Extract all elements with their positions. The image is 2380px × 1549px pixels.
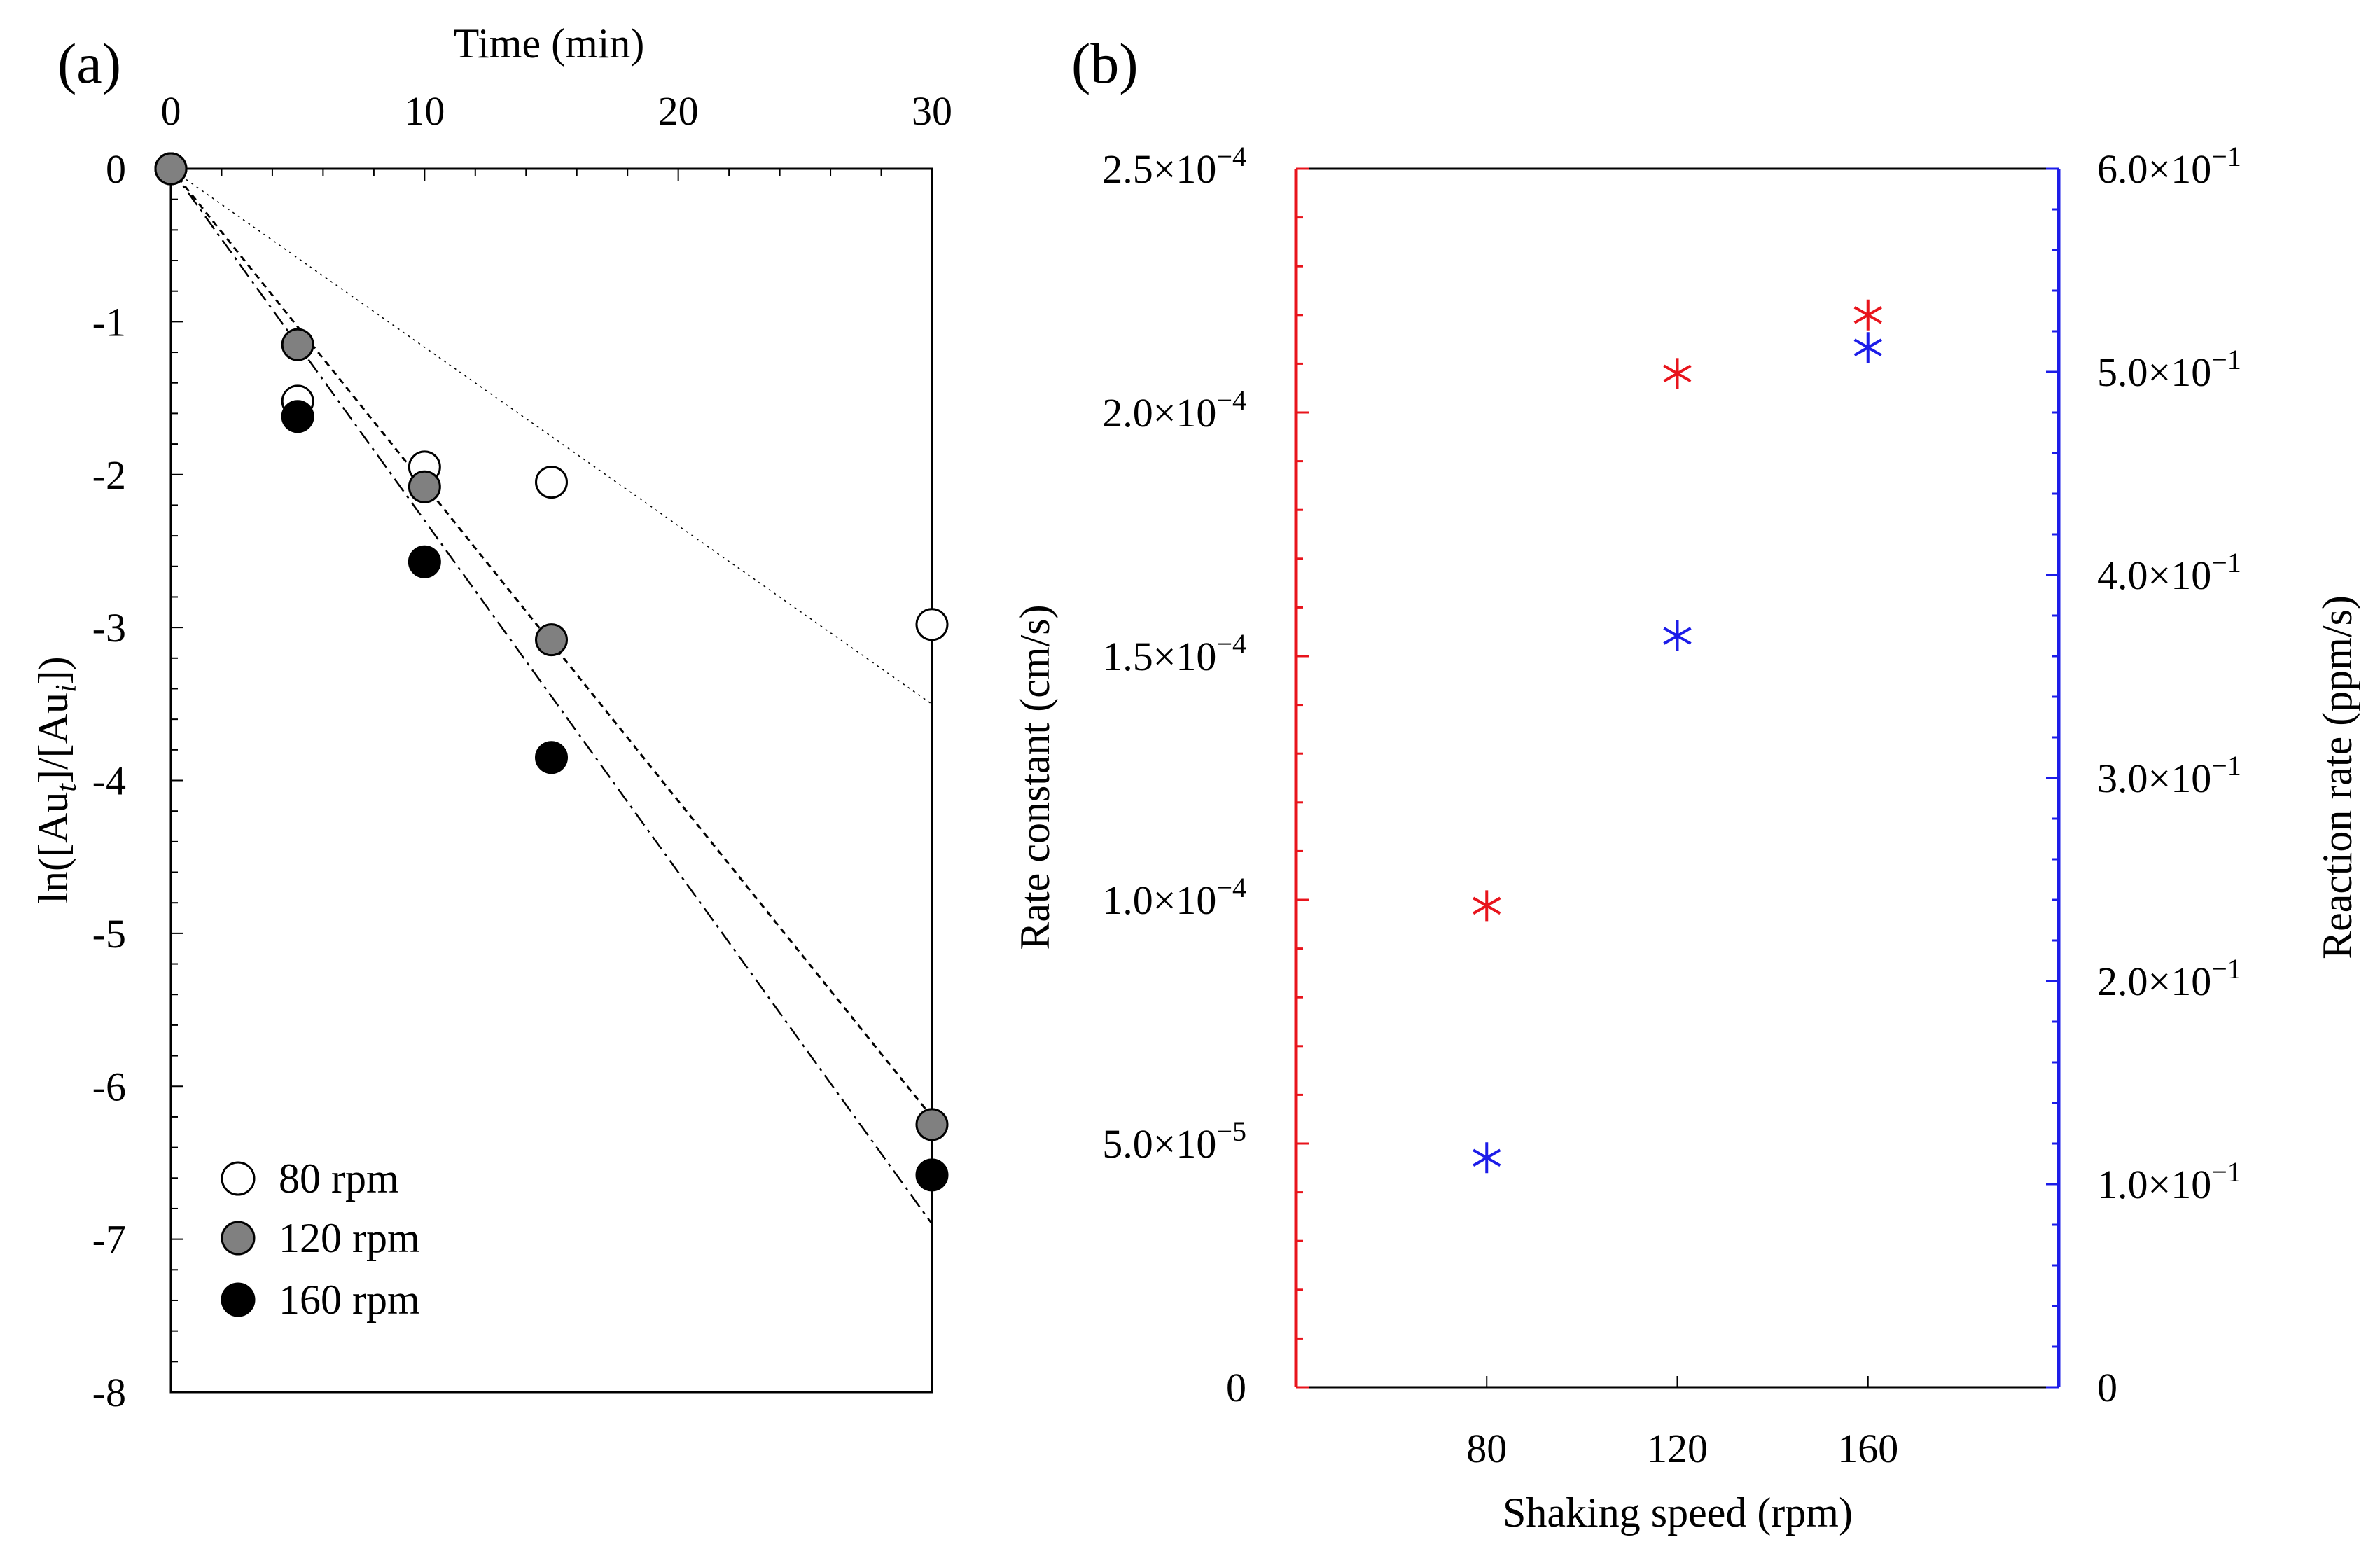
panel-b-right-axis-title: Reaction rate (ppm/s) [2314, 595, 2360, 959]
b-right-tick-label: 6.0×10−1 [2097, 141, 2241, 192]
panel-a: (a) Time (min) 0 10 20 30 0 -1 -2 -3 -4 -5 -6 -7 -8… [30, 20, 952, 1415]
panel-a-data-points [154, 152, 949, 1192]
panel-b-right-ticks: 0 1.0×10−1 2.0×10−1 3.0×10−1 4.0×10−1 5.0×10−… [2046, 141, 2241, 1410]
fit-line-80rpm [170, 168, 933, 705]
a-x-tick-label: 30 [912, 88, 952, 134]
b-left-tick-label: 5.0×10−5 [1102, 1116, 1246, 1167]
legend-label-160rpm: 160 rpm [279, 1277, 420, 1323]
point-120rpm-t0 [154, 152, 188, 186]
a-y-tick-label: -5 [92, 911, 126, 957]
legend-marker-160rpm [221, 1282, 256, 1317]
a-y-tick-label: -1 [92, 299, 126, 345]
a-y-tick-label: -2 [92, 452, 126, 498]
panel-a-label: (a) [57, 32, 121, 95]
b-left-tick-label: 1.5×10−4 [1102, 628, 1246, 679]
reaction-rate-point-80rpm [1473, 1142, 1501, 1174]
a-x-tick-label: 0 [161, 88, 181, 134]
point-120rpm-t30 [915, 1108, 949, 1141]
a-y-tick-label: -3 [92, 605, 126, 651]
legend-marker-80rpm [221, 1161, 256, 1196]
point-120rpm-t15 [535, 623, 568, 657]
panel-a-x-axis-title: Time (min) [454, 20, 645, 67]
panel-b-x-axis-title: Shaking speed (rpm) [1503, 1489, 1853, 1536]
reaction-rate-point-120rpm [1663, 620, 1692, 651]
b-right-tick-label: 0 [2097, 1365, 2117, 1410]
panel-b-data-points [1473, 299, 1882, 1174]
b-right-tick-label: 4.0×10−1 [2097, 547, 2241, 598]
point-80rpm-t15 [535, 466, 568, 499]
a-y-tick-label: -6 [92, 1064, 126, 1109]
rate-constant-point-160rpm [1853, 299, 1882, 331]
legend-label-120rpm: 120 rpm [279, 1215, 420, 1261]
b-right-tick-label: 5.0×10−1 [2097, 344, 2241, 395]
rate-constant-point-80rpm [1473, 890, 1501, 922]
panel-b-x-ticks: 80 120 160 [1466, 1376, 1898, 1471]
a-y-tick-label: -4 [92, 758, 126, 804]
panel-a-x-ticks: 0 10 20 30 [161, 88, 952, 181]
rate-constant-point-120rpm [1663, 358, 1692, 389]
b-left-tick-label: 2.0×10−4 [1102, 384, 1246, 436]
panel-a-y-axis-title: ln([Aut]/[Aui]) [30, 656, 83, 903]
a-x-tick-label: 10 [404, 88, 445, 134]
point-80rpm-t30 [915, 608, 949, 641]
a-x-tick-label: 20 [658, 88, 699, 134]
point-160rpm-t5 [281, 400, 314, 433]
point-160rpm-t30 [915, 1158, 949, 1192]
panel-b-label: (b) [1071, 32, 1139, 95]
panel-a-fit-lines [169, 168, 933, 1225]
b-left-tick-label: 2.5×10−4 [1102, 141, 1246, 192]
a-y-tick-label: -8 [92, 1370, 126, 1415]
legend-marker-120rpm [221, 1221, 256, 1256]
panel-a-y-ticks: 0 -1 -2 -3 -4 -5 -6 -7 -8 [92, 146, 183, 1415]
point-160rpm-t10 [408, 545, 441, 578]
a-y-tick-label: -7 [92, 1217, 126, 1263]
point-160rpm-t15 [535, 741, 568, 774]
point-120rpm-t5 [281, 328, 314, 361]
panel-b-left-ticks: 0 5.0×10−5 1.0×10−4 1.5×10−4 2.0×10−4 2.5×10−… [1102, 141, 1309, 1410]
b-left-tick-label: 0 [1226, 1365, 1246, 1410]
b-x-tick-label: 120 [1647, 1426, 1708, 1471]
reaction-rate-point-160rpm [1853, 332, 1882, 363]
panel-b-left-axis-title: Rate constant (cm/s) [1012, 604, 1058, 950]
fit-line-160rpm [169, 168, 933, 1225]
b-x-tick-label: 160 [1837, 1426, 1898, 1471]
b-right-tick-label: 2.0×10−1 [2097, 953, 2241, 1004]
point-120rpm-t10 [408, 470, 441, 503]
b-right-tick-label: 3.0×10−1 [2097, 750, 2241, 801]
a-y-tick-label: 0 [106, 146, 126, 192]
panel-a-legend: 80 rpm 120 rpm 160 rpm [221, 1155, 420, 1323]
legend-label-80rpm: 80 rpm [279, 1155, 399, 1202]
b-left-tick-label: 1.0×10−4 [1102, 872, 1246, 923]
b-x-tick-label: 80 [1466, 1426, 1507, 1471]
b-right-tick-label: 1.0×10−1 [2097, 1156, 2241, 1207]
panel-b: (b) 0 5.0×10−5 1.0×10−4 1.5×10−4 2.0×10−4 2.5… [1012, 32, 2360, 1536]
